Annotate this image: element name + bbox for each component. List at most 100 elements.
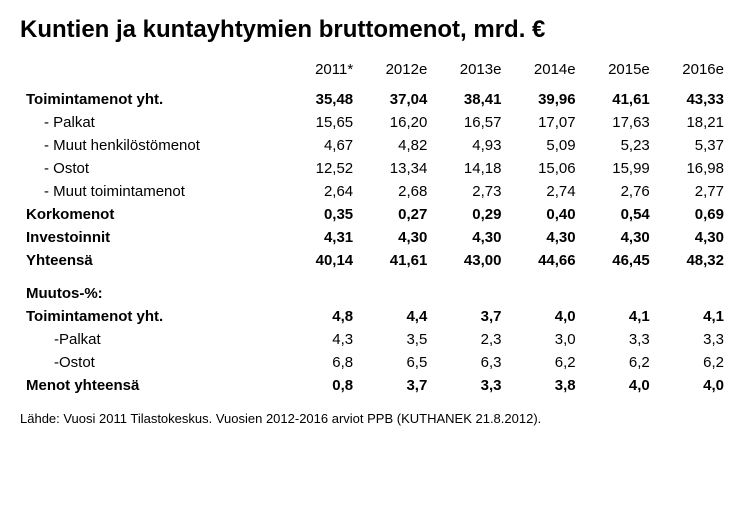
cell: 0,8 [290,374,359,397]
cell: 4,30 [433,226,507,249]
cell: 46,45 [582,249,656,272]
cell: 39,96 [507,88,581,111]
cell: 6,3 [433,351,507,374]
cell: 40,14 [290,249,359,272]
row-muutos-toimintamenot: Toimintamenot yht. 4,8 4,4 3,7 4,0 4,1 4… [20,305,730,328]
cell: 3,5 [359,328,433,351]
cell: 0,35 [290,203,359,226]
data-table: 2011* 2012e 2013e 2014e 2015e 2016e Toim… [20,58,730,397]
cell: 43,33 [656,88,730,111]
cell: 6,2 [507,351,581,374]
cell: 15,06 [507,157,581,180]
cell: 16,98 [656,157,730,180]
cell: 41,61 [582,88,656,111]
row-muut-toimintamenot: - Muut toimintamenot 2,64 2,68 2,73 2,74… [20,180,730,203]
cell: 41,61 [359,249,433,272]
cell: 2,77 [656,180,730,203]
row-ostot: - Ostot 12,52 13,34 14,18 15,06 15,99 16… [20,157,730,180]
cell: 4,8 [290,305,359,328]
cell: 4,30 [582,226,656,249]
cell: 3,7 [359,374,433,397]
cell: 2,64 [290,180,359,203]
cell: 17,07 [507,111,581,134]
cell: 35,48 [290,88,359,111]
cell: 6,2 [582,351,656,374]
cell: 13,34 [359,157,433,180]
cell: 4,30 [507,226,581,249]
cell: 3,3 [433,374,507,397]
cell: 16,57 [433,111,507,134]
cell: 2,74 [507,180,581,203]
row-label: - Ostot [20,157,290,180]
cell: 3,3 [582,328,656,351]
cell: 4,3 [290,328,359,351]
row-label: Muutos-%: [20,282,290,305]
row-muut-henkilostomenot: - Muut henkilöstömenot 4,67 4,82 4,93 5,… [20,134,730,157]
row-toimintamenot: Toimintamenot yht. 35,48 37,04 38,41 39,… [20,88,730,111]
cell: 44,66 [507,249,581,272]
header-empty [20,58,290,88]
footnote: Lähde: Vuosi 2011 Tilastokeskus. Vuosien… [20,411,730,426]
cell: 3,3 [656,328,730,351]
cell: 4,4 [359,305,433,328]
cell: 6,5 [359,351,433,374]
row-label: - Muut toimintamenot [20,180,290,203]
cell: 43,00 [433,249,507,272]
cell: 4,0 [656,374,730,397]
cell: 6,2 [656,351,730,374]
cell: 4,67 [290,134,359,157]
row-muutos-palkat: -Palkat 4,3 3,5 2,3 3,0 3,3 3,3 [20,328,730,351]
col-header: 2011* [290,58,359,88]
cell: 38,41 [433,88,507,111]
col-header: 2015e [582,58,656,88]
cell: 15,99 [582,157,656,180]
row-label: Toimintamenot yht. [20,305,290,328]
row-muutos-ostot: -Ostot 6,8 6,5 6,3 6,2 6,2 6,2 [20,351,730,374]
cell: 0,29 [433,203,507,226]
cell: 16,20 [359,111,433,134]
row-label: -Ostot [20,351,290,374]
cell: 2,73 [433,180,507,203]
row-menot-yhteensa: Menot yhteensä 0,8 3,7 3,3 3,8 4,0 4,0 [20,374,730,397]
cell: 12,52 [290,157,359,180]
cell: 0,69 [656,203,730,226]
row-label: Korkomenot [20,203,290,226]
cell: 37,04 [359,88,433,111]
cell: 0,40 [507,203,581,226]
cell: 5,37 [656,134,730,157]
col-header: 2013e [433,58,507,88]
cell: 4,31 [290,226,359,249]
cell: 4,82 [359,134,433,157]
cell: 4,93 [433,134,507,157]
cell: 4,1 [582,305,656,328]
col-header: 2016e [656,58,730,88]
cell: 6,8 [290,351,359,374]
cell: 5,09 [507,134,581,157]
cell: 3,7 [433,305,507,328]
cell: 4,0 [582,374,656,397]
cell: 18,21 [656,111,730,134]
cell: 5,23 [582,134,656,157]
cell: 48,32 [656,249,730,272]
row-palkat: - Palkat 15,65 16,20 16,57 17,07 17,63 1… [20,111,730,134]
row-label: - Palkat [20,111,290,134]
row-label: Toimintamenot yht. [20,88,290,111]
cell: 14,18 [433,157,507,180]
col-header: 2014e [507,58,581,88]
cell: 4,0 [507,305,581,328]
row-yhteensa: Yhteensä 40,14 41,61 43,00 44,66 46,45 4… [20,249,730,272]
col-header: 2012e [359,58,433,88]
column-header-row: 2011* 2012e 2013e 2014e 2015e 2016e [20,58,730,88]
row-label: Investoinnit [20,226,290,249]
cell: 2,3 [433,328,507,351]
row-muutos-header: Muutos-%: [20,282,730,305]
row-korkomenot: Korkomenot 0,35 0,27 0,29 0,40 0,54 0,69 [20,203,730,226]
cell: 3,8 [507,374,581,397]
row-label: - Muut henkilöstömenot [20,134,290,157]
cell: 2,68 [359,180,433,203]
cell: 4,30 [656,226,730,249]
row-label: Menot yhteensä [20,374,290,397]
cell: 0,27 [359,203,433,226]
cell: 15,65 [290,111,359,134]
row-investoinnit: Investoinnit 4,31 4,30 4,30 4,30 4,30 4,… [20,226,730,249]
